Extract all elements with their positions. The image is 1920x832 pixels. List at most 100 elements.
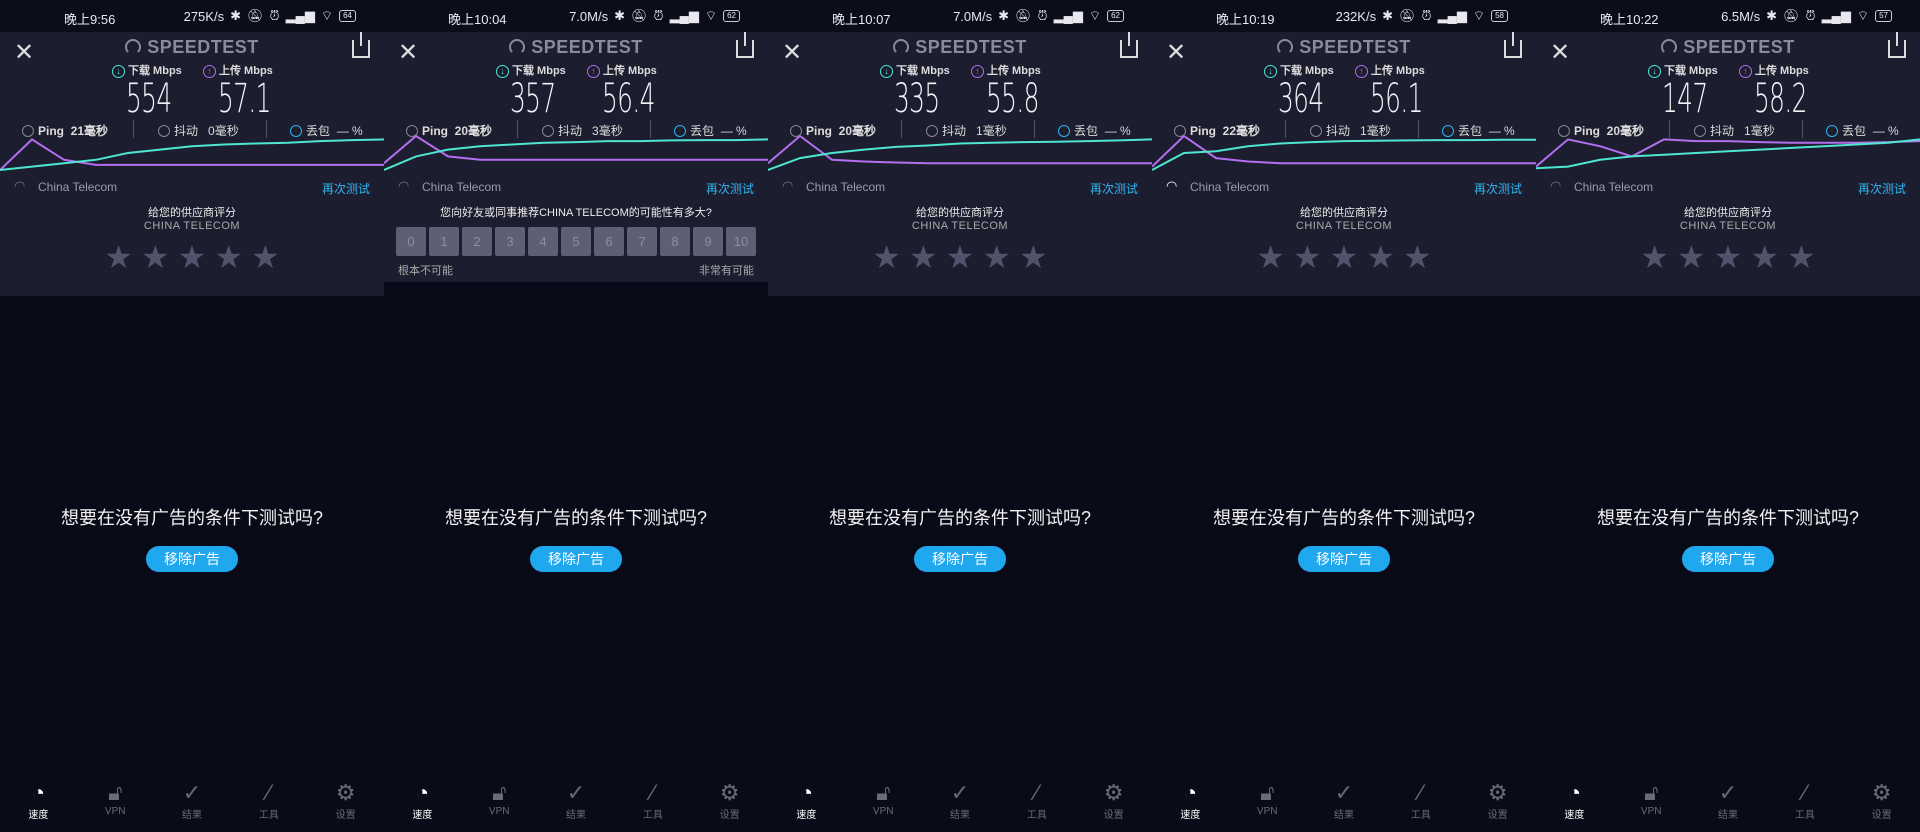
help-icon[interactable] bbox=[1826, 125, 1838, 137]
star-icon[interactable]: ★ bbox=[1292, 239, 1322, 275]
nav-item[interactable]: ◔ 速度 bbox=[384, 780, 461, 821]
nav-item[interactable]: 🔓︎ VPN bbox=[1229, 780, 1306, 821]
upload-arrow-icon: ↑ bbox=[1739, 65, 1752, 78]
nps-option[interactable]: 3 bbox=[495, 227, 525, 256]
nav-item[interactable]: ⚙ 设置 bbox=[1075, 780, 1152, 821]
nps-option[interactable]: 8 bbox=[660, 227, 690, 256]
share-icon[interactable] bbox=[352, 32, 370, 58]
nav-item[interactable]: 🔓︎ VPN bbox=[1613, 780, 1690, 821]
nav-item[interactable]: ⚙ 设置 bbox=[1459, 780, 1536, 821]
nav-item[interactable]: ◔ 速度 bbox=[1536, 780, 1613, 821]
bluetooth-icon: ✱ bbox=[1382, 8, 1393, 23]
download-label: ↓ 下载 Mbps bbox=[1264, 62, 1334, 78]
nps-option[interactable]: 10 bbox=[726, 227, 756, 256]
help-icon[interactable] bbox=[674, 125, 686, 137]
nav-item[interactable]: ✓ 结果 bbox=[1306, 780, 1383, 821]
nav-item[interactable]: 🔓︎ VPN bbox=[461, 780, 538, 821]
star-icon[interactable]: ★ bbox=[1256, 239, 1285, 275]
star-icon[interactable]: ★ bbox=[982, 239, 1012, 275]
star-icon[interactable]: ★ bbox=[140, 239, 170, 275]
star-icon[interactable]: ★ bbox=[872, 239, 901, 275]
star-rating: ★ ★ ★ ★ ★ bbox=[1536, 238, 1920, 276]
share-icon[interactable] bbox=[1888, 32, 1906, 58]
nav-item[interactable]: ⚙ 设置 bbox=[307, 780, 384, 821]
battery-icon: 58 bbox=[1491, 10, 1508, 22]
nav-label: 速度 bbox=[412, 810, 433, 821]
star-icon[interactable]: ★ bbox=[177, 239, 207, 275]
nav-item[interactable]: 🔓︎ VPN bbox=[77, 780, 154, 821]
star-icon[interactable]: ★ bbox=[251, 239, 280, 275]
ping-value: 21毫秒 bbox=[70, 124, 109, 138]
share-icon[interactable] bbox=[1120, 32, 1138, 58]
wifi-icon: ◠ bbox=[398, 178, 410, 193]
retest-button[interactable]: 再次测试 bbox=[1857, 182, 1906, 196]
star-icon[interactable]: ★ bbox=[1403, 239, 1432, 275]
nav-item[interactable]: 🔓︎ VPN bbox=[845, 780, 922, 821]
retest-button[interactable]: 再次测试 bbox=[321, 182, 370, 196]
nav-item[interactable]: ✓ 结果 bbox=[922, 780, 999, 821]
nav-item[interactable]: ⁄ 工具 bbox=[1766, 780, 1843, 821]
download-label: ↓ 下载 Mbps bbox=[496, 62, 566, 78]
upload-series-line bbox=[0, 138, 384, 171]
nav-item[interactable]: ⚙ 设置 bbox=[691, 780, 768, 821]
nav-item[interactable]: ✓ 结果 bbox=[154, 780, 231, 821]
star-icon[interactable]: ★ bbox=[1019, 239, 1048, 275]
retest-button[interactable]: 再次测试 bbox=[1089, 182, 1138, 196]
nav-item[interactable]: ◔ 速度 bbox=[1152, 780, 1229, 821]
share-icon[interactable] bbox=[736, 32, 754, 58]
share-icon[interactable] bbox=[1504, 32, 1522, 58]
help-icon[interactable] bbox=[1058, 125, 1070, 137]
nav-item[interactable]: ◔ 速度 bbox=[0, 780, 77, 821]
nav-item[interactable]: ⁄ 工具 bbox=[998, 780, 1075, 821]
star-icon[interactable]: ★ bbox=[1329, 239, 1359, 275]
mute-icon: 🔕︎ bbox=[630, 8, 648, 23]
nps-option[interactable]: 5 bbox=[561, 227, 591, 256]
close-icon[interactable]: ✕ bbox=[782, 39, 803, 66]
star-icon[interactable]: ★ bbox=[104, 239, 133, 275]
retest-button[interactable]: 再次测试 bbox=[705, 182, 754, 196]
help-icon[interactable] bbox=[1442, 125, 1454, 137]
nps-option[interactable]: 2 bbox=[462, 227, 492, 256]
speed-graph bbox=[1536, 138, 1920, 170]
remove-ads-button[interactable]: 移除广告 bbox=[1298, 546, 1390, 572]
download-arrow-icon: ↓ bbox=[880, 65, 893, 78]
nav-item[interactable]: ◔ 速度 bbox=[768, 780, 845, 821]
remove-ads-button[interactable]: 移除广告 bbox=[1682, 546, 1774, 572]
nav-item[interactable]: ⚙ 设置 bbox=[1843, 780, 1920, 821]
remove-ads-button[interactable]: 移除广告 bbox=[530, 546, 622, 572]
upload-label: ↑ 上传 Mbps bbox=[1739, 62, 1809, 78]
close-icon[interactable]: ✕ bbox=[1550, 39, 1571, 66]
star-icon[interactable]: ★ bbox=[1713, 239, 1743, 275]
download-series-line bbox=[1536, 138, 1920, 170]
star-icon[interactable]: ★ bbox=[1676, 239, 1706, 275]
retest-button[interactable]: 再次测试 bbox=[1473, 182, 1522, 196]
nav-item[interactable]: ✓ 结果 bbox=[538, 780, 615, 821]
star-icon[interactable]: ★ bbox=[214, 239, 244, 275]
star-icon[interactable]: ★ bbox=[908, 239, 938, 275]
nav-item[interactable]: ✓ 结果 bbox=[1690, 780, 1767, 821]
star-icon[interactable]: ★ bbox=[1640, 239, 1669, 275]
star-icon[interactable]: ★ bbox=[1750, 239, 1780, 275]
nav-item[interactable]: ⁄ 工具 bbox=[1382, 780, 1459, 821]
divider bbox=[133, 120, 134, 138]
close-icon[interactable]: ✕ bbox=[398, 39, 419, 66]
nps-option[interactable]: 7 bbox=[627, 227, 657, 256]
nps-option[interactable]: 6 bbox=[594, 227, 624, 256]
nps-option[interactable]: 9 bbox=[693, 227, 723, 256]
star-icon[interactable]: ★ bbox=[1787, 239, 1816, 275]
nav-item[interactable]: ⁄ 工具 bbox=[614, 780, 691, 821]
nps-option[interactable]: 4 bbox=[528, 227, 558, 256]
nps-option[interactable]: 0 bbox=[396, 227, 426, 256]
nav-item[interactable]: ⁄ 工具 bbox=[230, 780, 307, 821]
help-icon[interactable] bbox=[290, 125, 302, 137]
nps-option[interactable]: 1 bbox=[429, 227, 459, 256]
ping-icon bbox=[1174, 125, 1186, 137]
star-icon[interactable]: ★ bbox=[945, 239, 975, 275]
jitter-metric: 抖动 1毫秒 bbox=[926, 122, 1007, 139]
remove-ads-button[interactable]: 移除广告 bbox=[146, 546, 238, 572]
star-icon[interactable]: ★ bbox=[1366, 239, 1396, 275]
close-icon[interactable]: ✕ bbox=[1166, 39, 1187, 66]
upload-value: 55.8 bbox=[986, 76, 1039, 122]
remove-ads-button[interactable]: 移除广告 bbox=[914, 546, 1006, 572]
close-icon[interactable]: ✕ bbox=[14, 39, 35, 66]
